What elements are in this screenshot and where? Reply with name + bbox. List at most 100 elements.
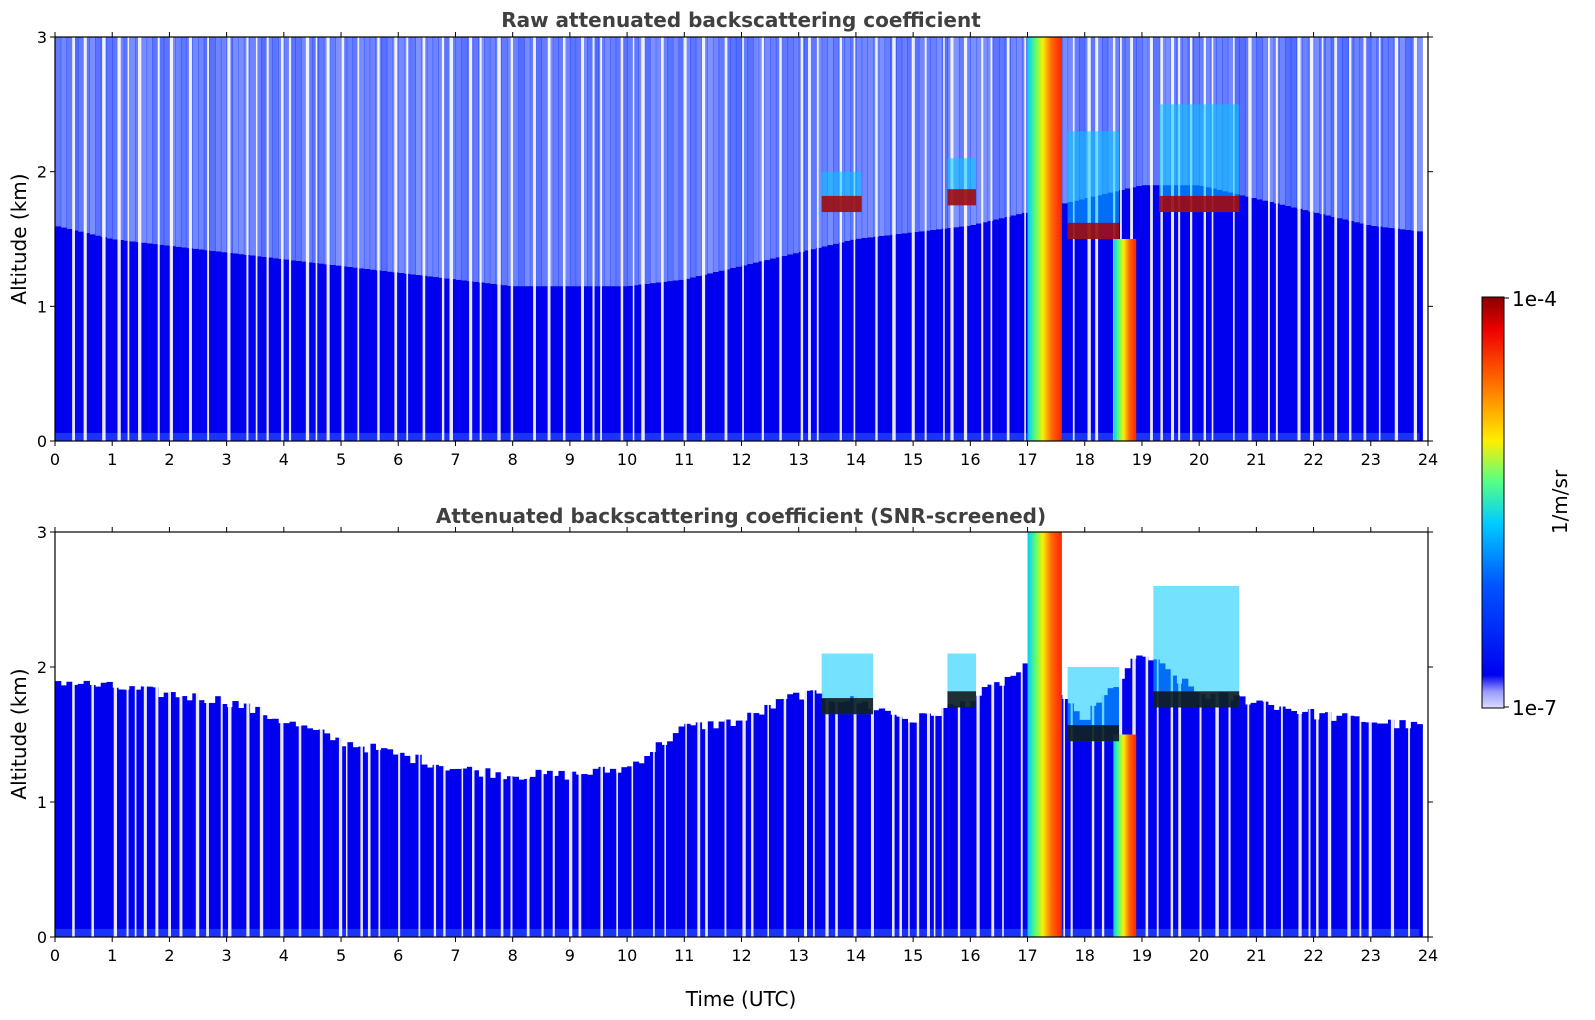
data-gap (683, 37, 687, 441)
backscatter-column (724, 269, 731, 441)
backscatter-column (146, 243, 153, 441)
data-gap (1170, 532, 1174, 937)
noise-column (924, 37, 931, 231)
backscatter-column (947, 704, 954, 937)
noise-column (1153, 37, 1160, 186)
backscatter-column (953, 705, 960, 937)
data-gap (1160, 37, 1163, 441)
x-tick-label: 10 (617, 946, 637, 965)
noise-column (77, 37, 85, 232)
backscatter-column (541, 286, 548, 441)
noise-column (1136, 37, 1143, 186)
data-gap (1215, 532, 1219, 937)
backscatter-column (844, 241, 851, 441)
data-gap (800, 37, 804, 441)
backscatter-column (712, 271, 720, 441)
backscatter-column (718, 270, 725, 441)
noise-column (861, 37, 868, 238)
data-gap (641, 37, 645, 441)
noise-column (936, 37, 943, 230)
noise-column (998, 37, 1006, 219)
backscatter-column (1021, 663, 1029, 937)
data-gap (533, 37, 536, 441)
noise-column (649, 37, 657, 284)
noise-column (72, 37, 79, 231)
noise-column (512, 37, 519, 287)
backscatter-column (55, 681, 62, 937)
noise-column (175, 37, 182, 247)
noise-column (272, 37, 279, 259)
data-gap (1020, 532, 1023, 937)
data-gap (976, 532, 980, 937)
data-gap (1378, 37, 1381, 441)
noise-column (1336, 37, 1343, 219)
data-gap (813, 532, 815, 937)
backscatter-column (1227, 192, 1235, 441)
noise-column (117, 37, 125, 241)
backscatter-column (792, 692, 800, 937)
y-tick-label: 0 (37, 432, 47, 451)
backscatter-column (993, 682, 1000, 937)
data-gap (1390, 532, 1395, 937)
backscatter-column (741, 265, 748, 441)
noise-column (203, 37, 211, 251)
noise-column (255, 37, 262, 257)
backscatter-column (798, 699, 806, 937)
data-gap (751, 532, 754, 937)
data-gap (835, 532, 838, 937)
backscatter-column (1170, 675, 1177, 937)
x-tick-label: 1 (107, 946, 117, 965)
noise-column (415, 37, 422, 276)
noise-column (1244, 37, 1252, 197)
backscatter-column (827, 701, 834, 937)
backscatter-column (1330, 720, 1338, 937)
backscatter-column (1416, 231, 1423, 441)
noise-column (95, 37, 102, 236)
backscatter-column (861, 237, 868, 441)
noise-column (386, 37, 394, 272)
data-gap (1178, 37, 1181, 441)
x-tick-label: 1 (107, 450, 117, 469)
backscatter-column (609, 768, 617, 937)
backscatter-column (346, 742, 354, 937)
colorbar: 1e-4 1e-7 1/m/sr (1481, 287, 1572, 720)
noise-column (564, 37, 571, 287)
backscatter-column (724, 719, 731, 937)
backscatter-column (1262, 200, 1269, 441)
data-gap (305, 37, 310, 441)
backscatter-column (1222, 692, 1229, 937)
backscatter-column (1227, 700, 1235, 937)
backscatter-column (381, 270, 388, 441)
noise-column (804, 37, 811, 251)
backscatter-column (907, 232, 914, 441)
backscatter-column (981, 687, 989, 937)
backscatter-column (821, 699, 828, 937)
backscatter-column (1353, 222, 1360, 441)
noise-column (787, 37, 794, 255)
noise-column (775, 37, 783, 258)
backscatter-column (964, 225, 971, 441)
noise-column (878, 37, 886, 236)
x-tick-label: 7 (450, 946, 460, 965)
data-gap (526, 532, 530, 937)
backscatter-column (203, 250, 211, 441)
noise-column (1016, 37, 1023, 215)
cloud-base (947, 691, 977, 708)
noise-column (192, 37, 199, 249)
backscatter-column (198, 249, 205, 441)
x-tick-label: 0 (50, 946, 60, 965)
data-gap (1002, 532, 1004, 937)
data-gap (117, 37, 121, 441)
backscatter-column (1141, 656, 1149, 937)
backscatter-column (1382, 227, 1389, 441)
data-gap (724, 37, 728, 441)
backscatter-column (444, 770, 451, 937)
backscatter-column (295, 726, 302, 937)
backscatter-column (564, 286, 571, 441)
x-tick-label: 18 (1075, 946, 1095, 965)
x-tick-label: 22 (1303, 450, 1323, 469)
backscatter-column (1210, 188, 1217, 441)
data-gap (206, 532, 209, 937)
backscatter-column (484, 768, 491, 937)
backscatter-column (1153, 659, 1160, 937)
